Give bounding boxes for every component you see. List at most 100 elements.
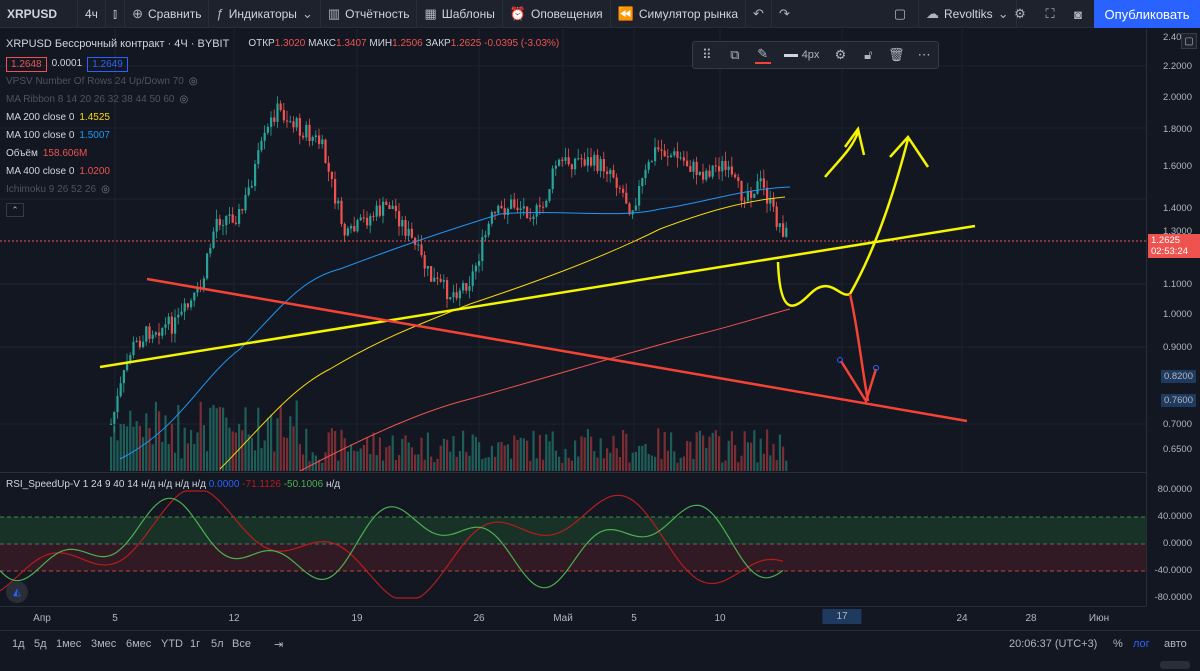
volume-bar — [657, 428, 660, 471]
candle-body — [554, 165, 557, 169]
layout-select-button[interactable]: ▢ — [890, 4, 910, 24]
tradingview-logo[interactable]: ◭ — [6, 581, 28, 603]
volume-bar — [170, 423, 173, 471]
indicator-row[interactable]: MA Ribbon 8 14 20 26 32 38 44 50 60 ◎ — [6, 91, 559, 109]
drawing-settings-button[interactable]: ⚙ — [826, 42, 854, 68]
scale-settings-button[interactable]: ▢ — [1181, 33, 1197, 49]
yellow-scenario-arrow-1[interactable] — [776, 134, 930, 307]
clock-label[interactable]: 20:06:37 (UTC+3) — [1009, 638, 1098, 650]
reports-button[interactable]: ▥ Отчётность — [321, 0, 418, 28]
yellow-scenario-arrow-2[interactable] — [824, 126, 866, 178]
candle-body — [260, 140, 263, 151]
rsi-upper-zone — [0, 517, 1146, 544]
auto-toggle[interactable]: авто — [1164, 638, 1187, 650]
candle-body — [302, 135, 305, 138]
lock-button[interactable]: 🔓︎ — [854, 42, 882, 68]
anchor-point[interactable] — [873, 365, 879, 371]
open-label: ОТКР — [248, 38, 275, 49]
candle-body — [558, 159, 561, 166]
time-scale[interactable]: Апр 5 12 19 26 Май 5 10 17 24 28 Июн — [0, 606, 1146, 630]
candle-body — [343, 223, 346, 236]
range-1y[interactable]: 1г — [190, 638, 201, 650]
indicator-row[interactable]: MA 100 close 0 1.5007 — [6, 127, 559, 145]
range-5d[interactable]: 5д — [34, 638, 47, 650]
replay-button[interactable]: ⏪ Симулятор рынка — [611, 0, 747, 28]
candle-body — [599, 159, 602, 171]
rsi-canvas[interactable] — [0, 473, 1146, 607]
range-1m[interactable]: 1мес — [56, 638, 82, 650]
percent-toggle[interactable]: % — [1113, 638, 1123, 650]
drag-handle[interactable]: ⠿ — [693, 42, 721, 68]
eye-hidden-icon[interactable]: ◎ — [188, 76, 198, 87]
alerts-button[interactable]: ⏰ Оповещения — [503, 0, 611, 28]
price-scale[interactable]: 2.4000 2.2000 2.0000 1.8000 1.6000 1.400… — [1146, 29, 1200, 606]
indicator-row[interactable]: VPSV Number Of Rows 24 Up/Down 70 ◎ — [6, 73, 559, 91]
goto-date-button[interactable]: ⇥ — [274, 638, 283, 651]
range-all[interactable]: Все — [232, 638, 251, 650]
main-chart-pane[interactable]: XRPUSD Бессрочный контракт · 4Ч · BYBIT … — [0, 29, 1146, 472]
redo-button[interactable]: ↷ — [772, 0, 797, 28]
layout-name-button[interactable]: ☁ Revoltiks ⌄ — [918, 0, 1017, 28]
candle-body — [500, 205, 503, 209]
volume-bar — [535, 458, 538, 471]
red-scenario-arrow[interactable] — [839, 293, 878, 404]
candle-body — [746, 191, 749, 201]
range-5y[interactable]: 5л — [211, 638, 224, 650]
publish-button[interactable]: Опубликовать — [1094, 0, 1200, 28]
range-1d[interactable]: 1д — [12, 638, 25, 650]
candle-body — [442, 280, 445, 282]
collapse-legend-button[interactable]: ⌃ — [6, 203, 24, 217]
range-6m[interactable]: 6мес — [126, 638, 152, 650]
bottom-panel-handle[interactable] — [1160, 661, 1190, 669]
yellow-trendline[interactable] — [99, 224, 976, 369]
anchor-point[interactable] — [837, 357, 843, 363]
rsi-pane[interactable]: RSI_SpeedUp-V 1 24 9 40 14 н/д н/д н/д н… — [0, 472, 1146, 606]
time-label-highlight: 17 — [822, 609, 862, 624]
candle-body — [372, 215, 375, 217]
volume-bar — [247, 434, 250, 471]
volume-bar — [366, 437, 369, 471]
line-color-button[interactable]: ✎ — [749, 42, 777, 68]
candle-body — [580, 158, 583, 160]
indicator-row[interactable]: MA 200 close 0 1.4525 — [6, 109, 559, 127]
rsi-nd: н/д — [174, 479, 190, 490]
eye-hidden-icon[interactable]: ◎ — [179, 94, 189, 105]
line-width-button[interactable]: 4px — [777, 42, 827, 68]
buy-price-button[interactable]: 1.2649 — [87, 56, 128, 72]
ohlc-row: ОТКР1.3020 МАКС1.3407 МИН1.2506 ЗАКР1.26… — [248, 35, 559, 53]
indicator-row[interactable]: Ichimoku 9 26 52 26 ◎ — [6, 181, 559, 199]
price-chart-canvas[interactable] — [0, 29, 1146, 472]
settings-button[interactable]: ⚙ — [1010, 4, 1030, 24]
compare-button[interactable]: ⊕ Сравнить — [125, 0, 210, 28]
red-trendline[interactable] — [146, 277, 968, 423]
indicator-row[interactable]: MA 400 close 0 1.0200 — [6, 163, 559, 181]
candle-body — [151, 334, 154, 339]
fullscreen-button[interactable]: ⛶ — [1040, 4, 1060, 24]
volume-bar — [506, 444, 509, 471]
range-ytd[interactable]: YTD — [161, 638, 183, 650]
candle-body — [506, 208, 509, 215]
candle-body — [161, 327, 164, 336]
more-button[interactable]: ⋯ — [910, 42, 938, 68]
log-toggle[interactable]: лог — [1133, 638, 1150, 650]
chart-type-button[interactable]: ⫾ — [106, 0, 126, 28]
range-3m[interactable]: 3мес — [91, 638, 117, 650]
symbol-search-button[interactable]: XRPUSD — [0, 0, 78, 28]
sell-price-button[interactable]: 1.2648 — [6, 56, 47, 72]
indicator-row[interactable]: Объём 158.606M — [6, 145, 559, 163]
snapshot-button[interactable]: ◙ — [1068, 4, 1088, 24]
template-button[interactable]: ⧉ — [721, 42, 749, 68]
templates-button[interactable]: ▦ Шаблоны — [417, 0, 503, 28]
price-label: 0.9000 — [1162, 342, 1192, 353]
candle-body — [510, 199, 513, 209]
price-label: 2.2000 — [1162, 61, 1192, 72]
candle-body — [743, 200, 746, 202]
interval-button[interactable]: 4ч — [78, 0, 106, 28]
volume-bar — [439, 445, 442, 471]
undo-button[interactable]: ↶ — [746, 0, 772, 28]
volume-bar — [705, 448, 708, 471]
eye-hidden-icon[interactable]: ◎ — [101, 184, 110, 195]
indicators-button[interactable]: ƒ Индикаторы ⌄ — [209, 0, 321, 28]
delete-button[interactable]: 🗑︎ — [882, 42, 910, 68]
volume-bar — [180, 458, 183, 471]
